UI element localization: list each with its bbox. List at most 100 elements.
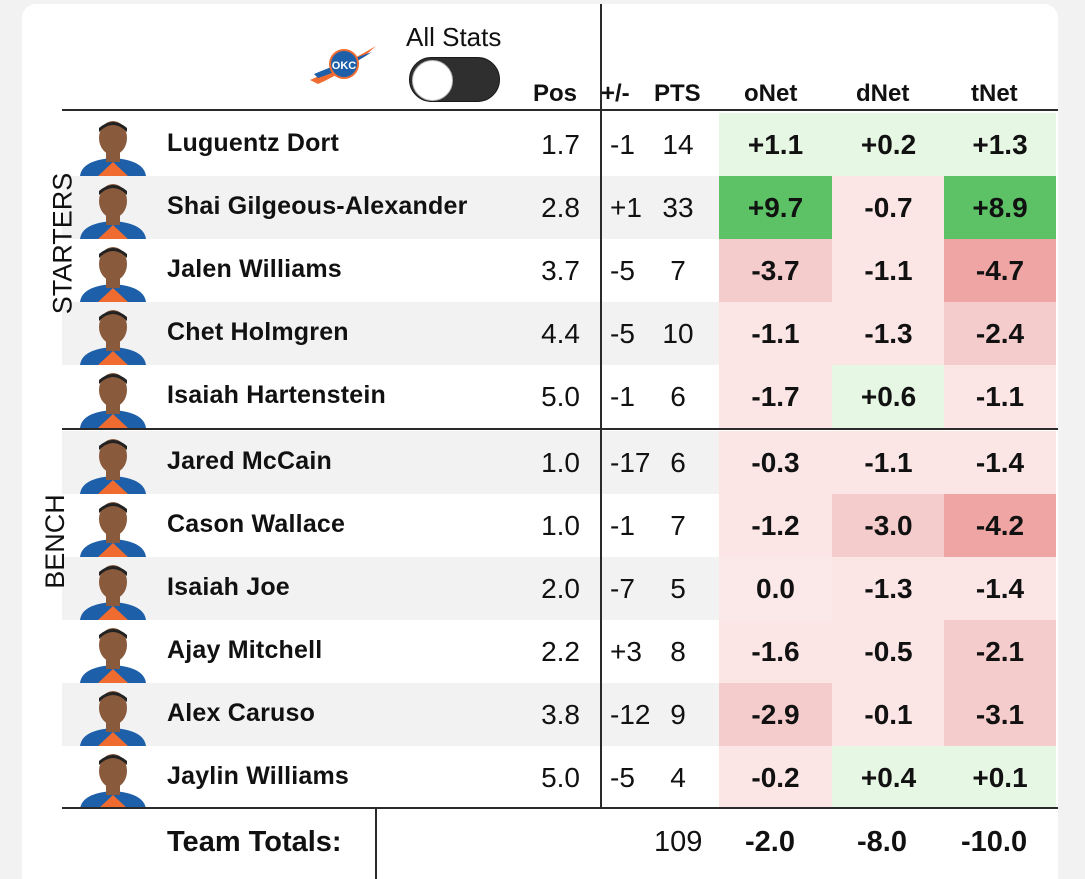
player-plus-minus: -1 — [610, 129, 635, 160]
table-row[interactable]: Chet Holmgren 4.4 -5 10 -1.1 -1.3 -2.4 — [62, 302, 1056, 365]
col-plus-minus[interactable]: +/- — [601, 80, 630, 107]
player-pts: 33 — [662, 192, 694, 223]
player-name: Jared McCain — [167, 447, 332, 475]
player-pos: 5.0 — [541, 762, 580, 793]
player-pts: 6 — [670, 381, 686, 412]
player-tnet: -4.7 — [944, 239, 1056, 302]
table-row[interactable]: Luguentz Dort 1.7 -1 14 +1.1 +0.2 +1.3 — [62, 113, 1056, 176]
player-avatar-icon — [80, 373, 146, 428]
col-tnet[interactable]: tNet — [971, 80, 1018, 107]
player-tnet: -4.2 — [944, 494, 1056, 557]
table-row[interactable]: Jared McCain 1.0 -17 6 -0.3 -1.1 -1.4 — [62, 431, 1056, 494]
player-plus-minus: -1 — [610, 381, 635, 412]
player-onet: +1.1 — [719, 113, 832, 176]
divider — [62, 807, 1058, 809]
player-name: Isaiah Joe — [167, 573, 290, 601]
player-pts: 7 — [670, 255, 686, 286]
player-onet: +9.7 — [719, 176, 832, 239]
player-name: Cason Wallace — [167, 510, 346, 538]
player-name: Jaylin Williams — [167, 762, 350, 790]
player-pos: 3.8 — [541, 699, 580, 730]
player-plus-minus: -5 — [610, 255, 635, 286]
player-name: Isaiah Hartenstein — [167, 381, 386, 409]
player-tnet: -2.1 — [944, 620, 1056, 683]
table-row[interactable]: Ajay Mitchell 2.2 +3 8 -1.6 -0.5 -2.1 — [62, 620, 1056, 683]
player-avatar-icon — [80, 121, 146, 176]
player-dnet: -0.1 — [832, 683, 945, 746]
player-dnet: -0.5 — [832, 620, 945, 683]
player-plus-minus: +1 — [610, 192, 642, 223]
player-name: Ajay Mitchell — [167, 636, 323, 664]
player-avatar-icon — [80, 565, 146, 620]
totals-tnet: -10.0 — [961, 826, 1028, 858]
player-avatar-icon — [80, 184, 146, 239]
player-dnet: +0.6 — [832, 365, 945, 428]
player-plus-minus: -5 — [610, 762, 635, 793]
totals-onet: -2.0 — [745, 826, 795, 858]
player-avatar-icon — [80, 502, 146, 557]
toggle-knob[interactable] — [412, 60, 453, 101]
player-onet: -3.7 — [719, 239, 832, 302]
player-tnet: -1.4 — [944, 557, 1056, 620]
player-onet: -0.3 — [719, 431, 832, 494]
player-avatar-icon — [80, 628, 146, 683]
player-pos: 1.0 — [541, 447, 580, 478]
player-onet: -2.9 — [719, 683, 832, 746]
player-pos: 3.7 — [541, 255, 580, 286]
table-row[interactable]: Isaiah Joe 2.0 -7 5 0.0 -1.3 -1.4 — [62, 557, 1056, 620]
divider — [375, 809, 377, 879]
player-tnet: -2.4 — [944, 302, 1056, 365]
table-row[interactable]: Alex Caruso 3.8 -12 9 -2.9 -0.1 -3.1 — [62, 683, 1056, 746]
player-name: Jalen Williams — [167, 255, 342, 283]
player-dnet: -1.3 — [832, 557, 945, 620]
divider — [62, 109, 1058, 111]
player-pts: 14 — [662, 129, 694, 160]
player-pos: 5.0 — [541, 381, 580, 412]
player-pos: 1.0 — [541, 510, 580, 541]
col-pts[interactable]: PTS — [654, 80, 701, 107]
player-dnet: +0.4 — [832, 746, 945, 809]
player-pos: 2.0 — [541, 573, 580, 604]
all-stats-toggle[interactable] — [409, 57, 500, 102]
player-tnet: -1.4 — [944, 431, 1056, 494]
player-onet: -1.7 — [719, 365, 832, 428]
col-onet[interactable]: oNet — [744, 80, 798, 107]
player-avatar-icon — [80, 247, 146, 302]
player-pts: 7 — [670, 510, 686, 541]
table-row[interactable]: Cason Wallace 1.0 -1 7 -1.2 -3.0 -4.2 — [62, 494, 1056, 557]
player-pts: 8 — [670, 636, 686, 667]
divider — [62, 428, 1058, 430]
col-dnet[interactable]: dNet — [856, 80, 910, 107]
player-pts: 9 — [670, 699, 686, 730]
player-pts: 5 — [670, 573, 686, 604]
player-pts: 4 — [670, 762, 686, 793]
player-dnet: -1.1 — [832, 431, 945, 494]
player-plus-minus: -1 — [610, 510, 635, 541]
player-plus-minus: -5 — [610, 318, 635, 349]
totals-pts: 109 — [654, 826, 703, 858]
player-onet: 0.0 — [719, 557, 832, 620]
player-plus-minus: -12 — [610, 699, 651, 730]
table-row[interactable]: Jaylin Williams 5.0 -5 4 -0.2 +0.4 +0.1 — [62, 746, 1056, 809]
player-pts: 6 — [670, 447, 686, 478]
table-row[interactable]: Isaiah Hartenstein 5.0 -1 6 -1.7 +0.6 -1.1 — [62, 365, 1056, 428]
player-pos: 2.8 — [541, 192, 580, 223]
player-dnet: -1.1 — [832, 239, 945, 302]
player-onet: -1.2 — [719, 494, 832, 557]
divider — [600, 4, 602, 809]
svg-text:OKC: OKC — [332, 60, 357, 72]
totals-dnet: -8.0 — [857, 826, 907, 858]
player-avatar-icon — [80, 310, 146, 365]
player-onet: -1.6 — [719, 620, 832, 683]
player-avatar-icon — [80, 439, 146, 494]
col-pos[interactable]: Pos — [533, 80, 578, 107]
table-row[interactable]: Shai Gilgeous-Alexander 2.8 +1 33 +9.7 -0.7 +8… — [62, 176, 1056, 239]
group-starters-label: STARTERS — [47, 172, 78, 315]
player-tnet: +0.1 — [944, 746, 1056, 809]
player-tnet: +8.9 — [944, 176, 1056, 239]
player-avatar-icon — [80, 754, 146, 809]
table-row[interactable]: Jalen Williams 3.7 -5 7 -3.7 -1.1 -4.7 — [62, 239, 1056, 302]
player-name: Luguentz Dort — [167, 129, 340, 157]
totals-label: Team Totals: — [167, 826, 342, 858]
player-plus-minus: +3 — [610, 636, 642, 667]
